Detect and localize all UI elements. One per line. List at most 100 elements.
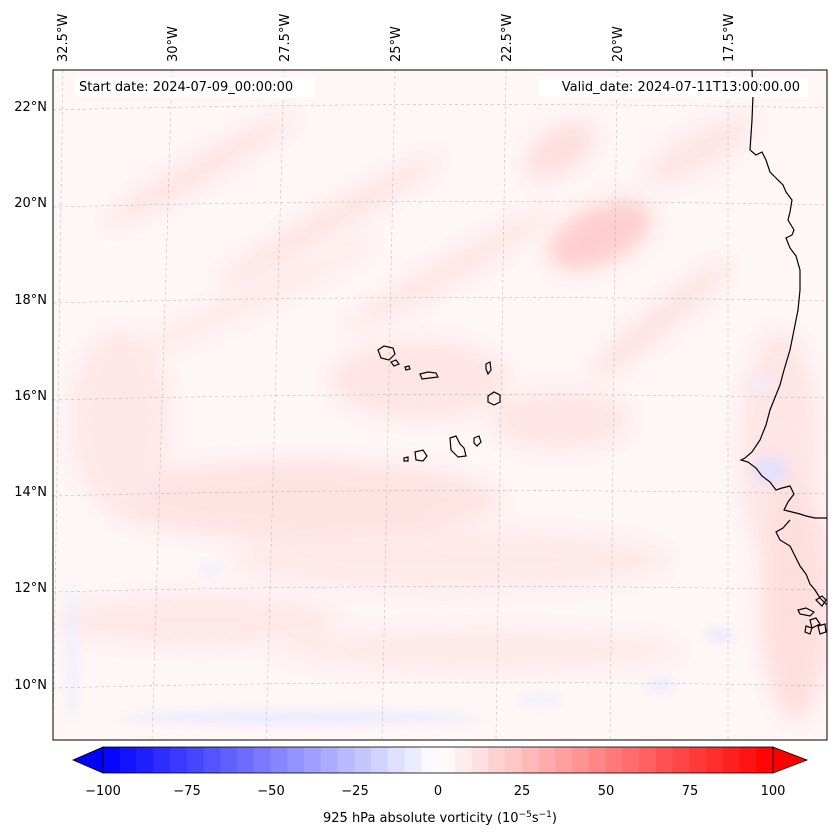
colorbar-segment bbox=[119, 747, 138, 773]
colorbar-segment bbox=[103, 747, 121, 773]
map-panel: Start date: 2024-07-09_00:00:00 Valid_da… bbox=[52, 69, 828, 741]
valid-date-label: Valid_date: 2024-07-11T13:00:00.00 bbox=[562, 80, 800, 95]
colorbar-tick-label: −25 bbox=[341, 784, 368, 799]
cape-verde-maio bbox=[473, 435, 482, 447]
cape-verde-brava bbox=[403, 456, 409, 462]
colorbar-segment bbox=[371, 747, 389, 773]
lon-label: 17.5°W bbox=[722, 14, 737, 62]
lon-label: 22.5°W bbox=[500, 14, 515, 62]
cape-verde-sao-vicente bbox=[390, 359, 400, 367]
cape-verde-boa-vista bbox=[487, 391, 501, 406]
colorbar-segment bbox=[320, 747, 339, 773]
colorbar-tick-label: 50 bbox=[598, 784, 615, 799]
colorbar-segment bbox=[404, 747, 422, 773]
colorbar-segment bbox=[689, 747, 707, 773]
cape-verde-sao-nicolau bbox=[419, 371, 439, 380]
colorbar-segment bbox=[438, 747, 456, 773]
lat-label: 14°N bbox=[14, 485, 47, 500]
colorbar-segment bbox=[722, 747, 741, 773]
colorbar-tick-label: 100 bbox=[761, 784, 786, 799]
colorbar-segment bbox=[756, 747, 774, 773]
colorbar-segments bbox=[103, 747, 774, 773]
lat-label: 10°N bbox=[14, 678, 47, 693]
colorbar-segment bbox=[186, 747, 205, 773]
colorbar-tick-label: −75 bbox=[173, 784, 200, 799]
africa-coastline bbox=[739, 70, 827, 519]
graticule bbox=[53, 70, 827, 740]
colorbar-tick-label: 0 bbox=[434, 784, 442, 799]
lon-label: 25°W bbox=[389, 26, 404, 62]
valid-date-box bbox=[538, 77, 808, 97]
colorbar-frame bbox=[102, 746, 774, 774]
longitude-labels: 32.5°W 30°W 27.5°W 25°W 22.5°W 20°W 17.5… bbox=[56, 14, 737, 62]
cape-verde-santiago bbox=[449, 435, 467, 458]
colorbar-segment bbox=[739, 747, 757, 773]
senegal-coast-detail bbox=[775, 519, 827, 606]
colorbar-segment bbox=[639, 747, 657, 773]
colorbar-tick-label: 25 bbox=[514, 784, 531, 799]
colorbar-segment bbox=[170, 747, 188, 773]
colorbar-segment bbox=[270, 747, 288, 773]
colorbar-segment bbox=[203, 747, 221, 773]
colorbar-segment bbox=[521, 747, 540, 773]
colorbar-segment bbox=[337, 747, 355, 773]
lat-label: 12°N bbox=[14, 581, 47, 596]
map-frame bbox=[52, 69, 828, 741]
colorbar-segment bbox=[136, 747, 154, 773]
lon-label: 30°W bbox=[166, 26, 181, 62]
colorbar: −100 −75 −50 −25 0 25 50 75 100 925 hPa … bbox=[71, 746, 809, 826]
colorbar-segment bbox=[605, 747, 623, 773]
colorbar-segment bbox=[672, 747, 690, 773]
colorbar-segment bbox=[387, 747, 406, 773]
colorbar-tick-label: −50 bbox=[257, 784, 284, 799]
colorbar-label-main: 925 hPa absolute vorticity (10 bbox=[323, 811, 519, 826]
cape-verde-sal bbox=[485, 361, 492, 376]
colorbar-label-end: ) bbox=[552, 811, 557, 826]
colorbar-segment bbox=[421, 747, 439, 773]
colorbar-segment bbox=[471, 747, 489, 773]
colorbar-tick-label: −100 bbox=[85, 784, 121, 799]
cape-verde-santo-antao bbox=[377, 345, 396, 361]
cape-verde-santa-luzia bbox=[404, 365, 411, 371]
colorbar-label-exp2: −1 bbox=[539, 810, 552, 820]
colorbar-segment bbox=[454, 747, 473, 773]
cape-verde-fogo bbox=[414, 449, 428, 462]
vorticity-field bbox=[60, 113, 827, 724]
colorbar-label-mid: s bbox=[532, 811, 539, 826]
colorbar-label-exp1: −5 bbox=[519, 810, 532, 820]
start-date-box bbox=[75, 77, 315, 97]
colorbar-segment bbox=[505, 747, 523, 773]
colorbar-segment bbox=[572, 747, 590, 773]
colorbar-max-extend-arrow bbox=[772, 746, 809, 774]
colorbar-segment bbox=[538, 747, 556, 773]
colorbar-segment bbox=[304, 747, 322, 773]
lat-label: 18°N bbox=[14, 293, 47, 308]
colorbar-segment bbox=[655, 747, 674, 773]
colorbar-segment bbox=[706, 747, 724, 773]
lon-label: 27.5°W bbox=[278, 14, 293, 62]
colorbar-segment bbox=[153, 747, 171, 773]
colorbar-segment bbox=[354, 747, 372, 773]
colorbar-label: 925 hPa absolute vorticity (10−5s−1) bbox=[323, 810, 557, 826]
colorbar-segment bbox=[622, 747, 640, 773]
colorbar-segment bbox=[237, 747, 255, 773]
lat-label: 22°N bbox=[14, 100, 47, 115]
colorbar-segment bbox=[287, 747, 305, 773]
latitude-labels: 22°N 20°N 18°N 16°N 14°N 12°N 10°N bbox=[14, 100, 47, 693]
colorbar-segment bbox=[253, 747, 272, 773]
colorbar-segment bbox=[220, 747, 238, 773]
lon-label: 32.5°W bbox=[56, 14, 71, 62]
colorbar-segment bbox=[488, 747, 506, 773]
colorbar-min-extend-arrow bbox=[71, 746, 104, 774]
colorbar-segment bbox=[555, 747, 573, 773]
lat-label: 20°N bbox=[14, 196, 47, 211]
colorbar-segment bbox=[588, 747, 607, 773]
lon-label: 20°W bbox=[611, 26, 626, 62]
guinea-bissau-islands bbox=[797, 595, 827, 635]
coastline bbox=[377, 70, 827, 635]
lat-label: 16°N bbox=[14, 389, 47, 404]
start-date-label: Start date: 2024-07-09_00:00:00 bbox=[79, 80, 293, 95]
colorbar-ticks: −100 −75 −50 −25 0 25 50 75 100 bbox=[85, 784, 785, 799]
